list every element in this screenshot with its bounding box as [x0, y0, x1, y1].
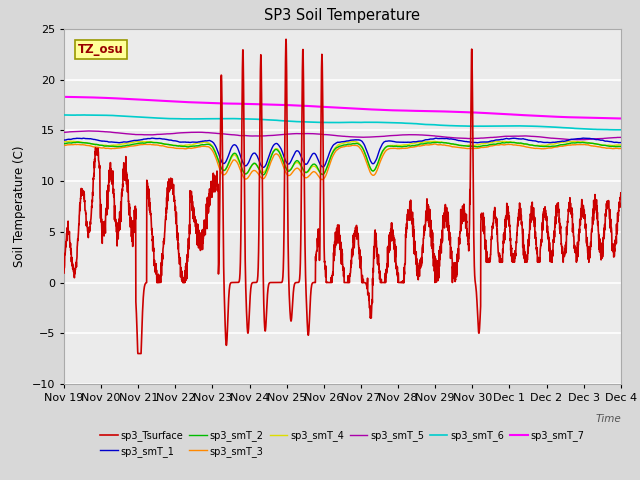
Title: SP3 Soil Temperature: SP3 Soil Temperature [264, 9, 420, 24]
Legend: sp3_Tsurface, sp3_smT_1, sp3_smT_2, sp3_smT_3, sp3_smT_4, sp3_smT_5, sp3_smT_6, : sp3_Tsurface, sp3_smT_1, sp3_smT_2, sp3_… [97, 426, 588, 461]
Text: TZ_osu: TZ_osu [78, 43, 124, 56]
Text: Time: Time [595, 414, 621, 424]
Y-axis label: Soil Temperature (C): Soil Temperature (C) [13, 145, 26, 267]
